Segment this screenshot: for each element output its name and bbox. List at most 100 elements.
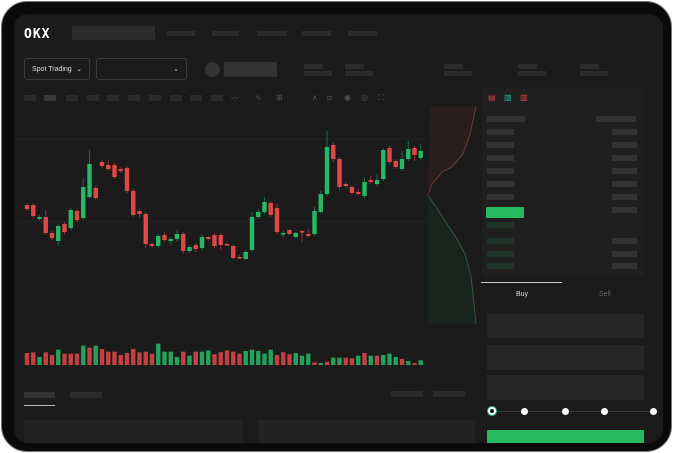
candle[interactable] [224,244,230,246]
candle[interactable] [274,208,280,232]
candle[interactable] [418,151,423,158]
candle[interactable] [374,180,380,184]
tab-buy[interactable]: Buy [516,291,529,298]
candle[interactable] [406,149,411,159]
candle[interactable] [293,233,298,237]
amount-slider[interactable] [488,407,657,415]
timeframe-button[interactable] [149,95,161,101]
candle[interactable] [62,224,67,232]
candle[interactable] [324,147,330,194]
candle[interactable] [356,192,361,194]
nav-item[interactable] [257,31,287,36]
orderbook-sell-icon[interactable]: ▥ [520,93,528,102]
candle[interactable] [256,212,261,217]
timeframe-button[interactable] [87,95,99,101]
timeframe-button[interactable] [44,95,56,101]
line-tool-icon[interactable]: ∧ [312,93,318,102]
candle[interactable] [174,234,180,239]
candle[interactable] [31,205,36,216]
candle[interactable] [349,187,355,193]
candle[interactable] [393,161,398,167]
orderbook-both-icon[interactable]: ▤ [488,93,496,102]
nav-item[interactable] [167,31,195,36]
candle[interactable] [243,252,248,259]
candle[interactable] [68,210,73,228]
buy-button[interactable] [487,430,644,443]
ruler-icon[interactable]: ⧄ [327,93,333,102]
candle[interactable] [343,184,348,186]
candle[interactable] [124,168,130,191]
nav-item[interactable] [348,31,377,36]
slider-step-50[interactable] [562,408,569,415]
fullscreen-icon[interactable]: ⛶ [378,93,384,102]
timeframe-button[interactable] [24,95,36,101]
pair-selector[interactable]: ⌄ [96,58,187,80]
candlestick-chart[interactable] [14,14,663,443]
candle[interactable] [149,244,155,246]
candle[interactable] [218,235,223,245]
candle[interactable] [137,211,142,214]
amount-input[interactable] [487,345,644,370]
candle[interactable] [237,257,242,259]
candle[interactable] [49,233,55,238]
candle[interactable] [131,191,136,215]
candle[interactable] [262,202,267,212]
tab-open-orders[interactable] [24,392,55,398]
candle[interactable] [81,187,86,218]
candle[interactable] [306,234,311,236]
indicator-icon[interactable]: 〰 [231,94,239,103]
chart-type-icon[interactable]: ∿ [255,93,262,102]
candle[interactable] [212,235,217,246]
tab-order-history[interactable] [70,392,102,398]
candle[interactable] [112,165,117,177]
candle[interactable] [118,169,123,171]
candle[interactable] [399,159,405,169]
candle[interactable] [199,237,205,248]
candle[interactable] [106,165,111,169]
candle[interactable] [268,203,273,215]
candle[interactable] [181,234,186,251]
total-input[interactable] [487,375,644,400]
candle[interactable] [231,246,236,258]
slider-handle[interactable] [488,407,496,415]
candle[interactable] [43,217,48,233]
timeframe-button[interactable] [170,95,182,101]
price-input[interactable] [487,314,644,338]
candle[interactable] [287,230,292,234]
timeframe-button[interactable] [128,95,140,101]
candle[interactable] [281,233,286,235]
candle[interactable] [299,231,305,233]
filter-placeholder[interactable] [433,391,465,397]
candle[interactable] [99,162,105,166]
candle[interactable] [143,214,148,244]
slider-step-100[interactable] [650,408,657,415]
candle[interactable] [74,211,80,220]
candle[interactable] [337,159,342,187]
candle[interactable] [162,235,167,240]
spot-trading-selector[interactable]: Spot Trading ⌄ [24,58,90,80]
slider-step-75[interactable] [601,408,608,415]
candle[interactable] [168,239,173,241]
search-bar-placeholder[interactable] [72,26,155,40]
timeframe-button[interactable] [190,95,202,101]
okx-logo[interactable]: OKX [24,27,51,42]
interval-icon[interactable]: ⊞ [276,93,283,102]
timeframe-button[interactable] [107,95,119,101]
candle[interactable] [368,180,373,182]
slider-step-25[interactable] [521,408,528,415]
camera-icon[interactable]: ◉ [344,93,351,102]
settings-icon[interactable]: ◎ [361,93,368,102]
candle[interactable] [362,182,367,196]
candle[interactable] [37,217,42,219]
candle[interactable] [331,145,336,159]
tab-sell[interactable]: Sell [599,291,611,298]
candle[interactable] [249,217,255,250]
nav-item[interactable] [212,31,239,36]
candle[interactable] [206,237,211,239]
candle[interactable] [193,245,198,249]
orderbook-buy-icon[interactable]: ▥ [504,93,512,102]
candle[interactable] [381,150,386,179]
candle[interactable] [24,205,30,209]
candle[interactable] [187,247,192,251]
timeframe-button[interactable] [211,95,223,101]
